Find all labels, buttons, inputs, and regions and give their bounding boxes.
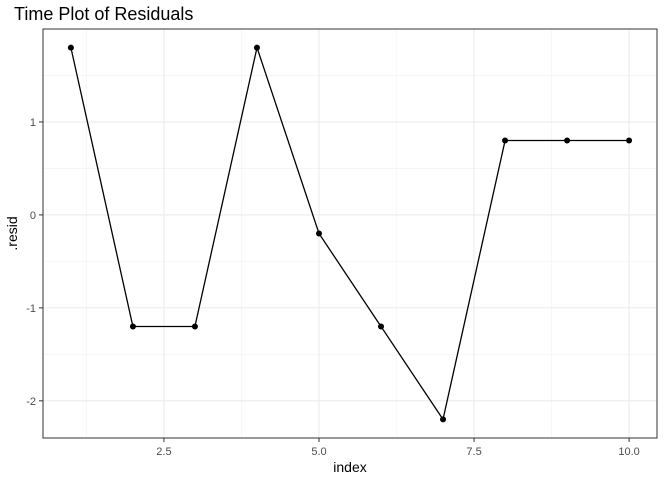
x-axis-title: index	[333, 459, 366, 475]
grid-lines	[43, 29, 657, 438]
x-tick-label: 2.5	[156, 446, 171, 458]
residual-series-points	[67, 44, 633, 423]
data-point	[502, 137, 509, 144]
x-tick-label: 10.0	[618, 446, 639, 458]
chart-title: Time Plot of Residuals	[14, 4, 194, 24]
series-line	[70, 45, 630, 422]
y-tick-label: 1	[30, 117, 36, 129]
y-axis-ticks: -2 -1 0 1	[26, 117, 43, 408]
residual-series-line	[70, 45, 630, 422]
data-point	[253, 44, 260, 51]
data-point	[67, 44, 74, 51]
data-point	[315, 230, 322, 237]
data-point	[626, 137, 633, 144]
x-axis-ticks: 2.5 5.0 7.5 10.0	[156, 438, 640, 458]
x-tick-label: 5.0	[311, 446, 326, 458]
y-axis-title: .resid	[4, 216, 20, 250]
data-point	[191, 323, 198, 330]
data-point	[564, 137, 571, 144]
y-tick-label: 0	[30, 210, 36, 222]
data-point	[378, 323, 385, 330]
panel-border	[42, 28, 658, 439]
x-tick-label: 7.5	[466, 446, 481, 458]
data-point	[129, 323, 136, 330]
y-tick-label: -1	[26, 303, 36, 315]
data-point	[440, 416, 447, 423]
y-tick-label: -2	[26, 396, 36, 408]
